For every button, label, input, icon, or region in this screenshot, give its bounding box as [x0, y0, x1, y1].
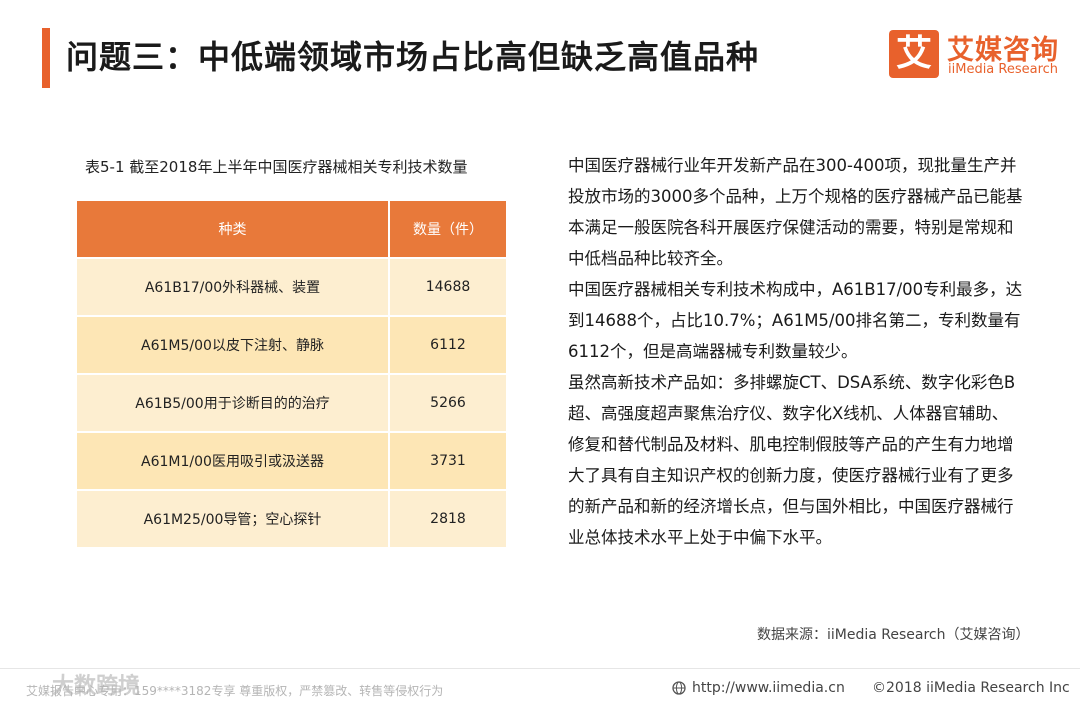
table-header: 种类 数量（件）	[75, 199, 508, 259]
logo-name: 艾媒咨询	[947, 35, 1059, 66]
body-text: 中国医疗器械行业年开发新产品在300-400项，现批量生产并投放市场的3000多…	[568, 150, 1024, 553]
table-caption: 表5-1 截至2018年上半年中国医疗器械相关专利技术数量	[85, 158, 468, 176]
category-cell: A61M5/00以皮下注射、静脉	[75, 315, 390, 375]
column-header: 种类	[75, 199, 390, 259]
table-row: A61M1/00医用吸引或汲送器 3731	[75, 431, 508, 491]
data-source: 数据来源：iiMedia Research（艾媒咨询）	[757, 627, 1030, 643]
count-cell: 14688	[388, 257, 508, 317]
paragraph: 中国医疗器械行业年开发新产品在300-400项，现批量生产并投放市场的3000多…	[568, 156, 1023, 268]
count-cell: 2818	[388, 489, 508, 549]
table-row: A61B17/00外科器械、装置 14688	[75, 257, 508, 317]
paragraph: 中国医疗器械相关专利技术构成中，A61B17/00专利最多，达到14688个，占…	[568, 280, 1023, 361]
slide-title: 问题三：中低端领域市场占比高但缺乏高值品种	[66, 38, 760, 76]
paragraph: 虽然高新技术产品如：多排螺旋CT、DSA系统、数字化彩色B超、高强度超声聚焦治疗…	[568, 373, 1016, 547]
title-accent	[42, 28, 50, 88]
count-cell: 5266	[388, 373, 508, 433]
category-cell: A61B5/00用于诊断目的的治疗	[75, 373, 390, 433]
category-cell: A61B17/00外科器械、装置	[75, 257, 390, 317]
copyright: ©2018 iiMedia Research Inc	[872, 680, 1070, 696]
website-url[interactable]: http://www.iimedia.cn	[692, 680, 845, 696]
count-cell: 3731	[388, 431, 508, 491]
table-row: A61B5/00用于诊断目的的治疗 5266	[75, 373, 508, 433]
globe-icon	[672, 681, 686, 695]
count-cell: 6112	[388, 315, 508, 375]
watermark: 大数跨境	[52, 674, 141, 699]
patent-table: 种类 数量（件） A61B17/00外科器械、装置 14688 A61M5/00以…	[75, 199, 508, 549]
category-cell: A61M25/00导管；空心探针	[75, 489, 390, 549]
copyright-notice: 艾媒报告中心专用：159****3182专享 尊重版权，严禁篡改、转售等侵权行为	[26, 684, 444, 698]
column-header: 数量（件）	[388, 199, 508, 259]
table-row: A61M5/00以皮下注射、静脉 6112	[75, 315, 508, 375]
table-row: A61M25/00导管；空心探针 2818	[75, 489, 508, 549]
logo-icon: 艾	[889, 30, 939, 78]
footer-rule	[0, 668, 1080, 669]
logo-subtitle: iiMedia Research	[948, 62, 1059, 77]
category-cell: A61M1/00医用吸引或汲送器	[75, 431, 390, 491]
